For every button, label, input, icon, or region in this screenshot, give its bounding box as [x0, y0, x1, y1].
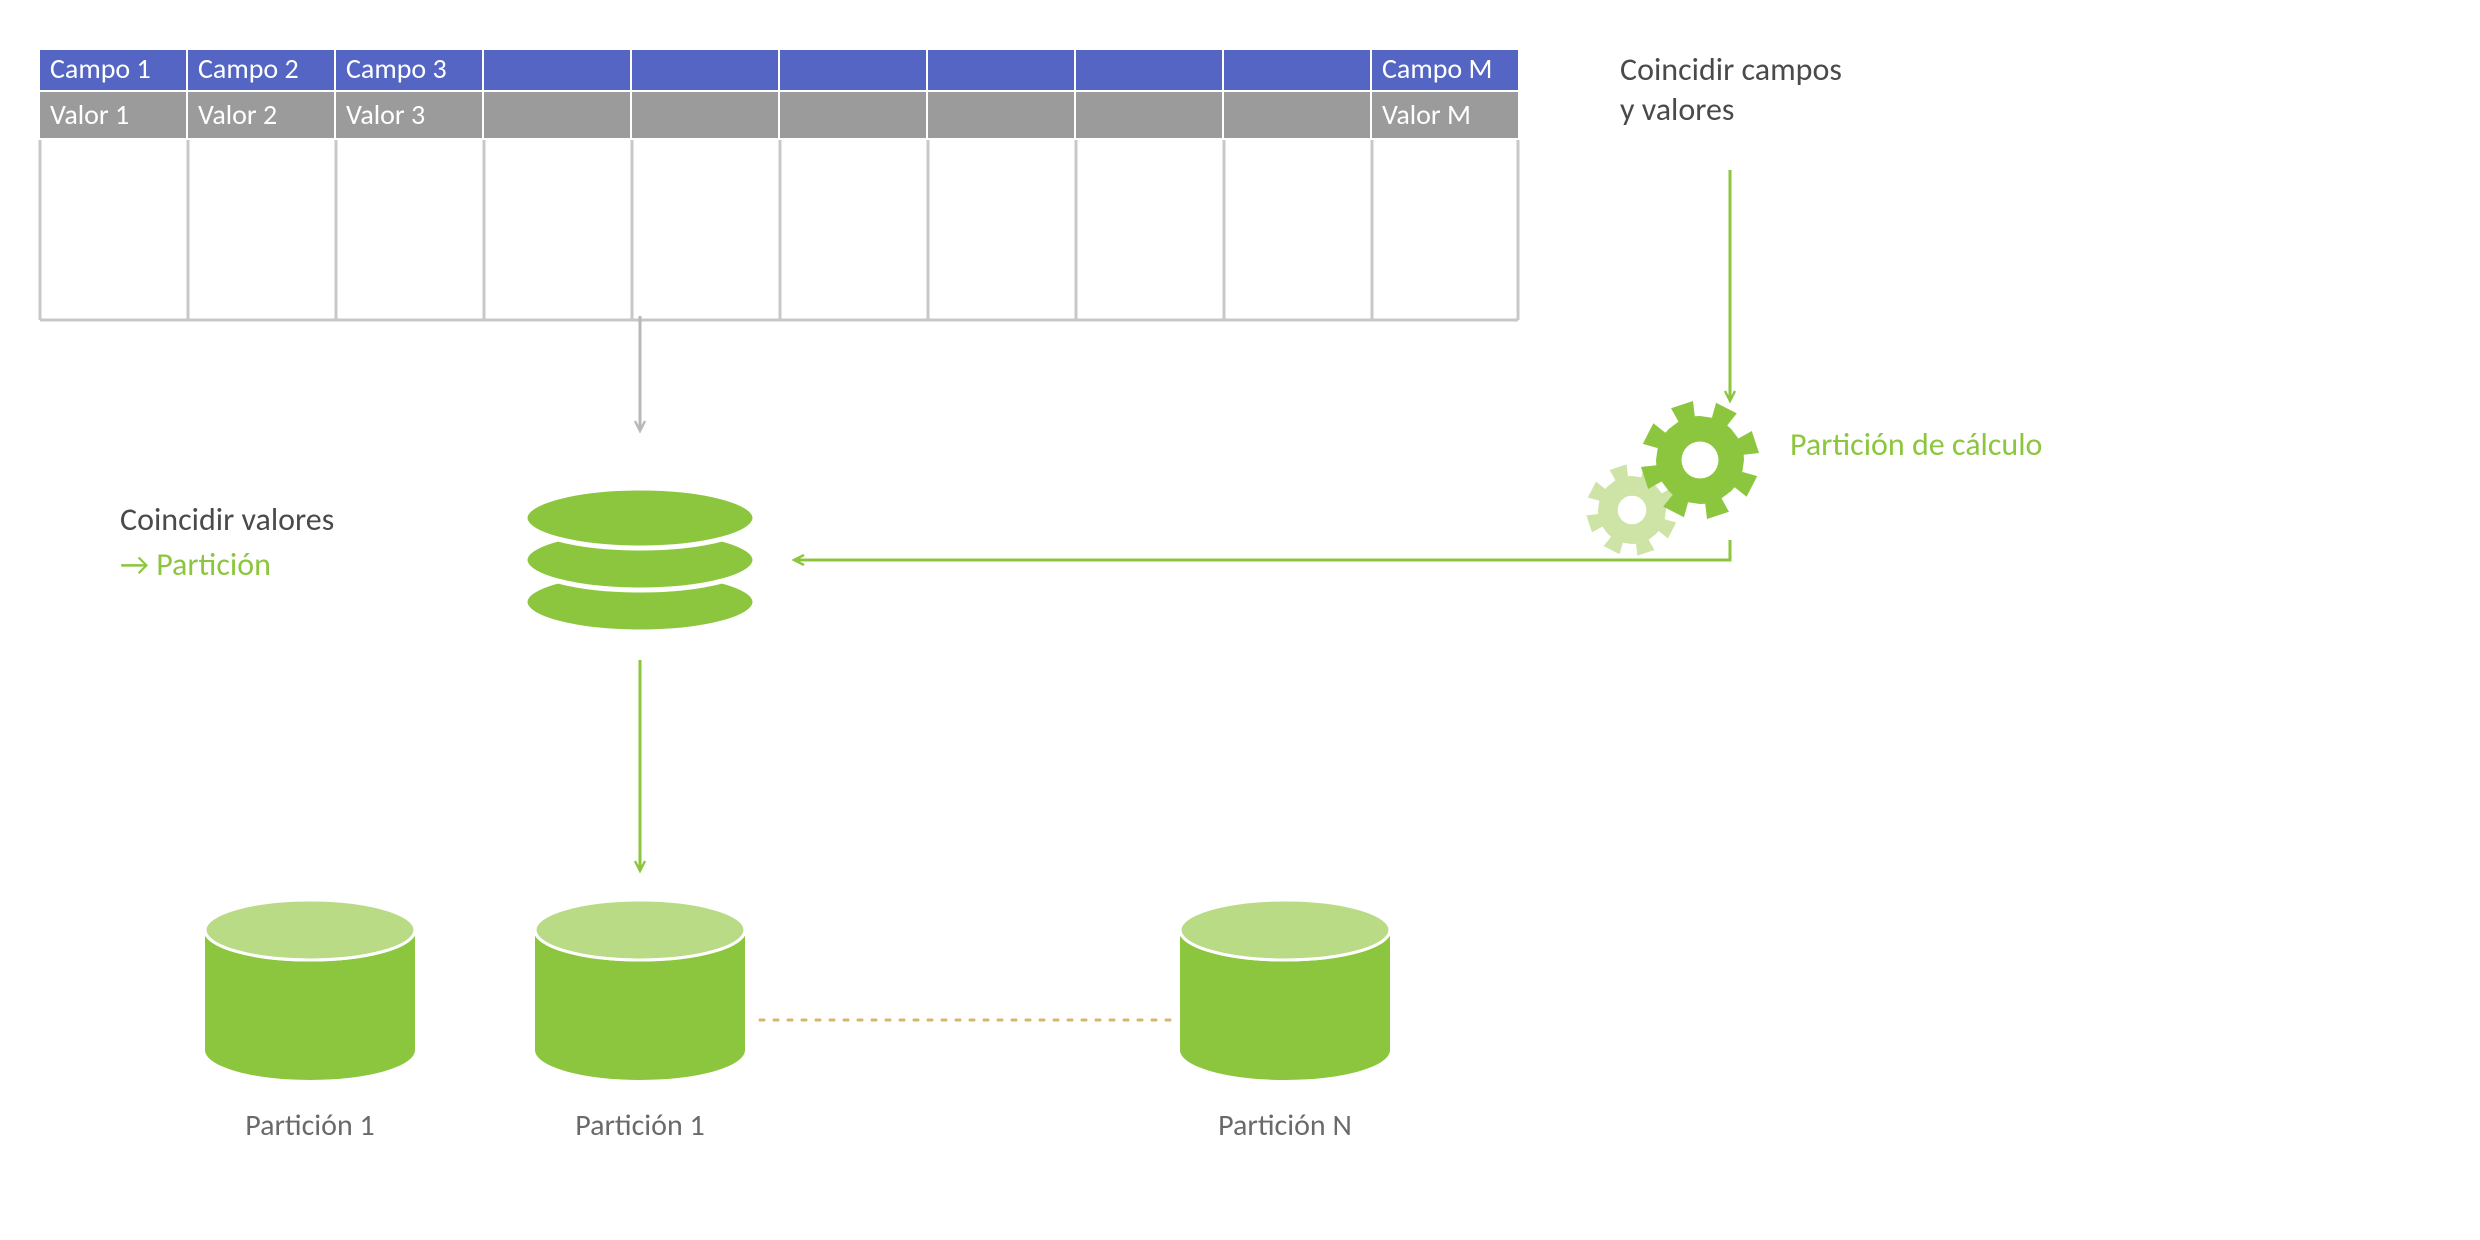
partition-label: Partición 1	[245, 1107, 375, 1144]
label-coincidir-campos: Coincidir camposy valores	[1620, 50, 1842, 129]
table-value-text: Valor 1	[50, 97, 129, 132]
table-header-cell	[1076, 50, 1222, 90]
text-line: → Partición	[120, 545, 271, 584]
label-coincidir-valores: Coincidir valores → Partición	[120, 500, 334, 584]
table-header-text: Campo 2	[198, 51, 299, 86]
table-value-cell	[780, 92, 926, 138]
arrow-green-to-stack	[795, 540, 1730, 560]
table-value-cell	[484, 92, 630, 138]
partition-cylinder-icon	[535, 900, 745, 1080]
table-header-cell	[780, 50, 926, 90]
partition-cylinder-icon	[205, 900, 415, 1080]
text-line: y valores	[1620, 90, 1734, 129]
diagram-root: Campo 1 Campo 2 Campo 3 Campo M Valor 1 Valor…	[0, 0, 2480, 1240]
table-value-cell	[632, 92, 778, 138]
partition-label: Partición N	[1218, 1107, 1352, 1144]
table-header-cell	[632, 50, 778, 90]
table-header-cell	[928, 50, 1074, 90]
text-line: Coincidir valores	[120, 500, 334, 539]
table-value-cell	[1224, 92, 1370, 138]
table-header-cell	[1224, 50, 1370, 90]
label-particion-calculo: Partición de cálculo	[1790, 425, 2042, 464]
table-header-text: Campo 3	[346, 51, 447, 86]
table-value-cell	[1076, 92, 1222, 138]
table-header-text: Campo 1	[50, 51, 151, 86]
partition-label: Partición 1	[575, 1107, 705, 1144]
text-line: Coincidir campos	[1620, 50, 1842, 89]
table-value-text: Valor 2	[198, 97, 277, 132]
table-header-text: Campo M	[1382, 51, 1492, 86]
table-value-cell	[928, 92, 1074, 138]
table-header-cell	[484, 50, 630, 90]
field-value-table: Campo 1 Campo 2 Campo 3 Campo M Valor 1 Valor…	[40, 50, 1518, 320]
table-value-text: Valor 3	[346, 97, 425, 132]
data-stack-icon	[525, 488, 755, 632]
table-value-text: Valor M	[1382, 97, 1471, 132]
partition-cylinder-icon	[1180, 900, 1390, 1080]
